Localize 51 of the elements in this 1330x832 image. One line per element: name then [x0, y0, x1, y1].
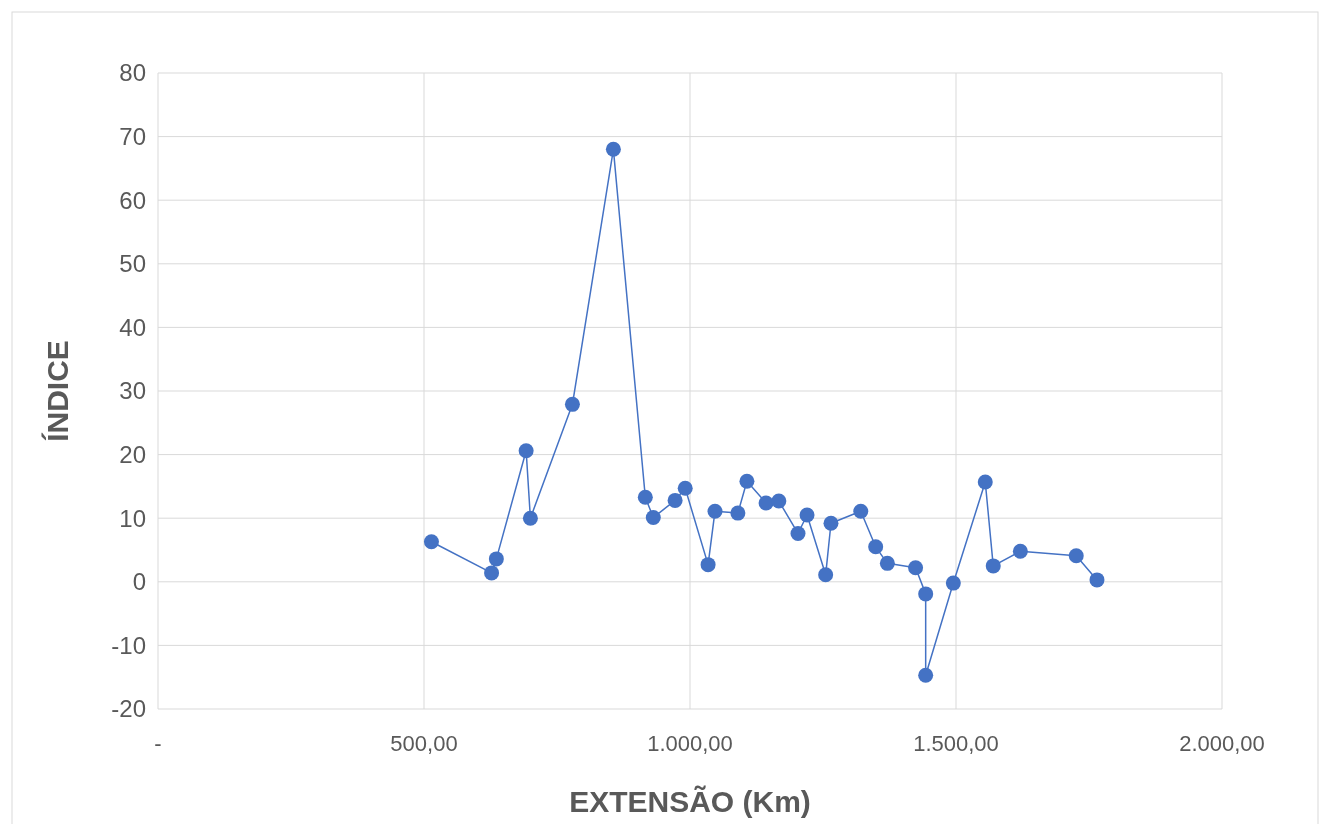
x-tick-label: 2.000,00 — [1179, 731, 1265, 756]
y-tick-label: 60 — [119, 186, 146, 214]
y-tick-label: 80 — [119, 59, 146, 87]
x-tick-label: 1.500,00 — [913, 731, 999, 756]
y-tick-label: 0 — [132, 568, 146, 596]
point — [488, 551, 504, 567]
point — [868, 539, 884, 555]
y-tick-label: 20 — [119, 441, 146, 468]
point — [730, 505, 746, 521]
point — [739, 473, 755, 489]
y-axis-title: ÍNDICE — [41, 340, 74, 442]
x-axis-title: EXTENSÃO (Km) — [569, 785, 811, 818]
y-tick-label: 40 — [119, 313, 146, 341]
point — [605, 141, 621, 157]
point — [908, 560, 924, 576]
point — [977, 474, 993, 490]
point — [985, 558, 1001, 574]
point — [1012, 543, 1028, 559]
x-tick-label: - — [154, 731, 162, 756]
y-tick-label: -10 — [111, 631, 146, 659]
point — [564, 396, 580, 412]
point — [771, 493, 787, 509]
point — [918, 667, 934, 683]
point — [677, 480, 693, 496]
point — [945, 575, 961, 591]
point — [853, 503, 869, 519]
point — [879, 555, 895, 571]
point — [1089, 572, 1105, 588]
y-tick-label: 30 — [119, 377, 146, 405]
y-tick-label: 70 — [119, 123, 146, 150]
point — [758, 495, 774, 511]
point — [818, 567, 834, 583]
point — [790, 525, 806, 541]
point — [707, 503, 723, 519]
point — [918, 586, 934, 602]
point — [667, 492, 683, 508]
point — [637, 489, 653, 505]
y-tick-label: 10 — [119, 504, 146, 532]
point — [823, 515, 839, 531]
point — [799, 507, 815, 523]
point — [1068, 548, 1084, 564]
point — [518, 443, 534, 459]
point — [423, 534, 439, 550]
y-tick-label: 50 — [119, 250, 146, 278]
point — [484, 565, 500, 581]
y-tick-label: -20 — [111, 695, 146, 723]
point — [522, 510, 538, 526]
x-tick-label: 500,00 — [390, 731, 458, 756]
point — [645, 510, 661, 526]
point — [700, 557, 716, 573]
x-tick-label: 1.000,00 — [647, 731, 733, 756]
